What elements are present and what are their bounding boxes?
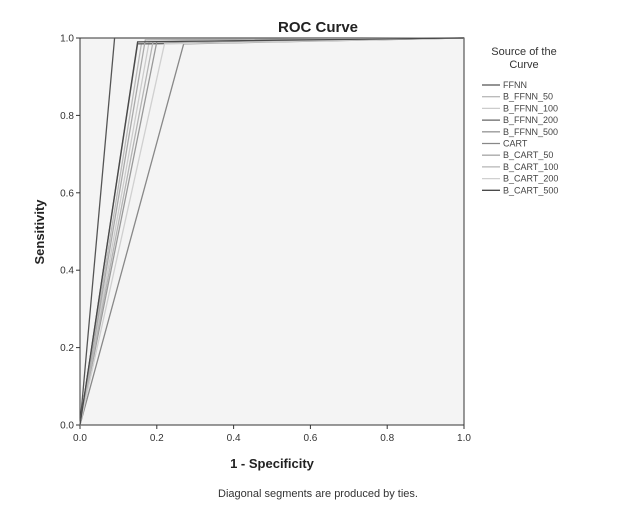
legend-item: B_CART_200 [482, 174, 558, 184]
legend-item: B_FFNN_100 [482, 103, 558, 113]
y-axis: 0.0 0.2 0.4 0.6 0.8 1.0 [60, 34, 80, 432]
y-tick-label: 0.2 [60, 343, 74, 354]
legend-label: B_CART_100 [503, 162, 558, 172]
legend-item: B_CART_100 [482, 162, 558, 172]
legend-title-line-1: Source of the [491, 46, 556, 58]
legend: Source of the Curve FFNNB_FFNN_50B_FFNN_… [482, 46, 558, 195]
x-axis: 0.0 0.2 0.4 0.6 0.8 1.0 [73, 425, 471, 444]
series-line-b-cart-500 [79, 37, 465, 426]
plot-area [79, 37, 465, 426]
legend-item: B_FFNN_500 [482, 127, 558, 137]
chart-title: ROC Curve [278, 19, 358, 36]
legend-label: B_FFNN_100 [503, 103, 558, 113]
series-line-ffnn [79, 37, 464, 426]
y-tick-label: 1.0 [60, 34, 74, 45]
legend-item: B_FFNN_200 [482, 115, 558, 125]
legend-item: B_CART_500 [482, 185, 558, 195]
x-axis-label: 1 - Specificity [230, 456, 315, 471]
y-tick-label: 0.0 [60, 421, 74, 432]
footnote: Diagonal segments are produced by ties. [218, 488, 418, 500]
legend-label: CART [503, 139, 528, 149]
legend-item: FFNN [482, 80, 527, 90]
y-tick-label: 0.6 [60, 188, 74, 199]
y-tick-label: 0.8 [60, 111, 74, 122]
legend-item: CART [482, 139, 528, 149]
x-tick-label: 0.8 [380, 433, 394, 444]
legend-label: B_FFNN_50 [503, 92, 553, 102]
legend-label: B_CART_500 [503, 185, 558, 195]
x-tick-label: 0.0 [73, 433, 87, 444]
legend-label: B_CART_50 [503, 150, 553, 160]
series-line-b-cart-200 [79, 37, 465, 426]
legend-label: FFNN [503, 80, 527, 90]
x-tick-label: 0.4 [227, 433, 241, 444]
y-tick-label: 0.4 [60, 266, 74, 277]
legend-label: B_FFNN_200 [503, 115, 558, 125]
x-tick-label: 1.0 [457, 433, 471, 444]
series-lines [79, 37, 465, 426]
legend-item: B_CART_50 [482, 150, 553, 160]
legend-item: B_FFNN_50 [482, 92, 553, 102]
legend-label: B_CART_200 [503, 174, 558, 184]
legend-title-line-2: Curve [509, 59, 538, 71]
y-axis-label: Sensitivity [32, 199, 47, 265]
legend-label: B_FFNN_500 [503, 127, 558, 137]
x-tick-label: 0.2 [150, 433, 164, 444]
x-tick-label: 0.6 [303, 433, 317, 444]
